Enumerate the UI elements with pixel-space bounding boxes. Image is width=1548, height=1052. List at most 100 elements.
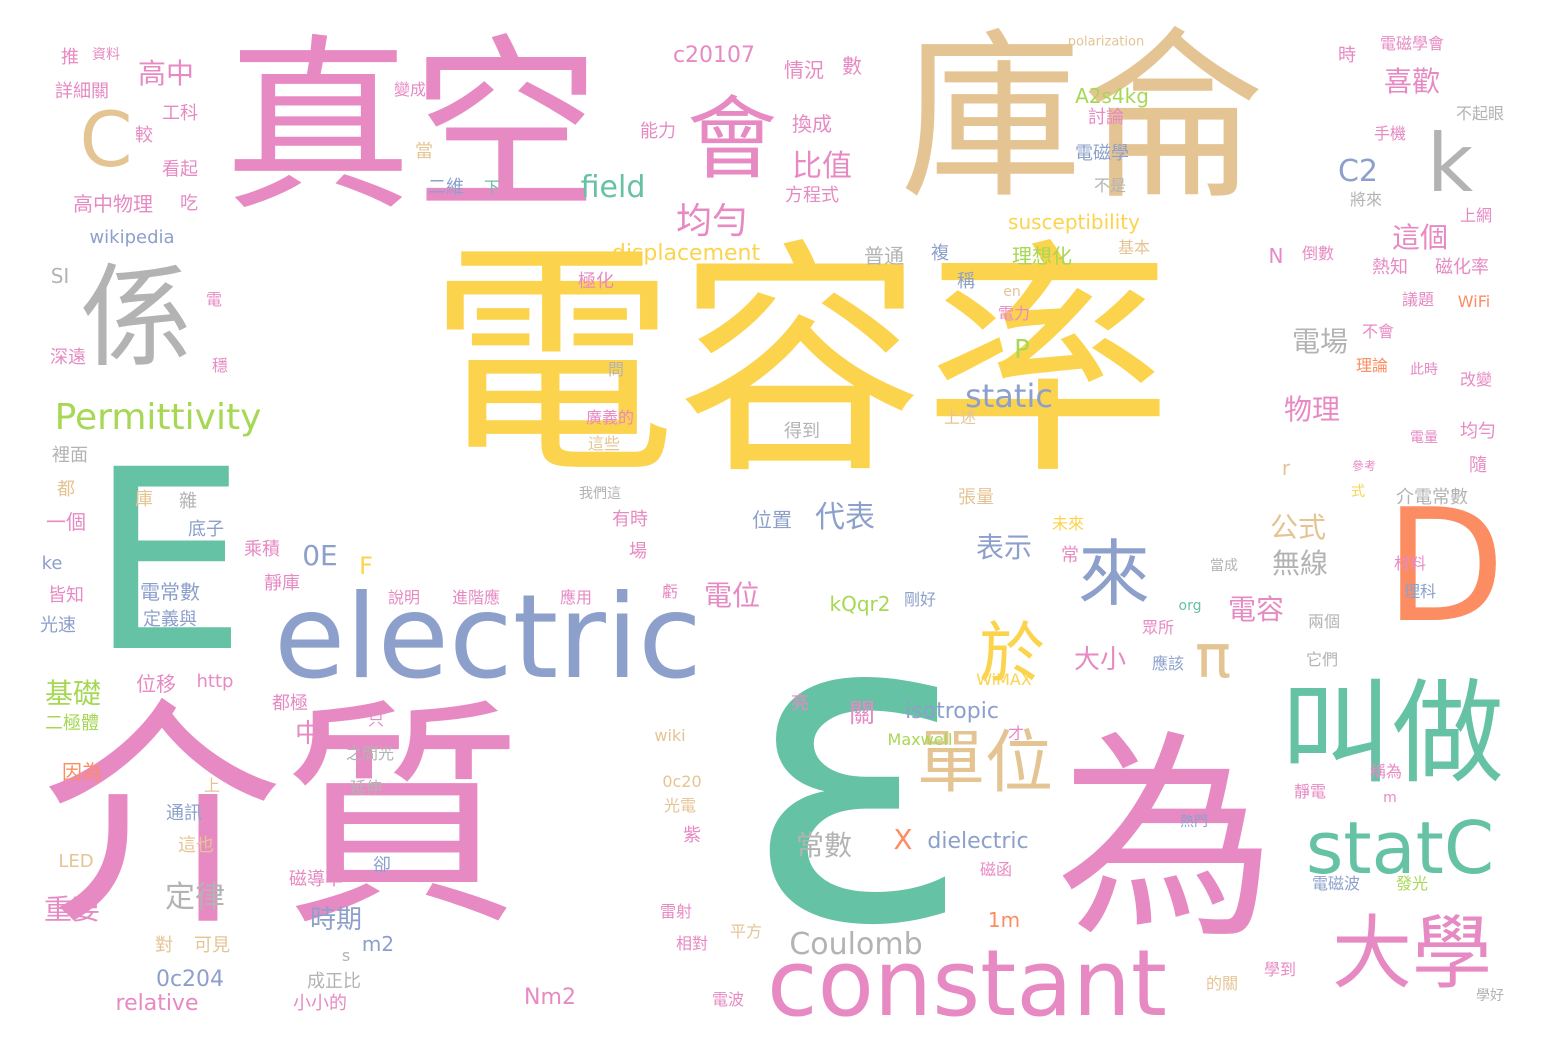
word: 這個	[1391, 221, 1449, 254]
word: 材料	[1393, 554, 1427, 573]
word: 吃	[180, 193, 198, 214]
word: 真空	[224, 18, 600, 237]
word: 來	[1077, 532, 1151, 616]
word: 公式	[1269, 511, 1327, 544]
word: 關	[848, 699, 876, 729]
word: c20107	[672, 43, 756, 68]
word: 剛好	[903, 590, 937, 609]
word: 應該	[1151, 654, 1185, 673]
word: 1m	[987, 908, 1021, 932]
word: electric	[274, 570, 702, 705]
word: 0E	[302, 539, 338, 572]
word: 有時	[612, 509, 648, 530]
word: 才	[1007, 724, 1025, 743]
word: k	[1426, 117, 1474, 210]
word: Coulomb	[789, 927, 923, 962]
word: 相對	[675, 934, 709, 953]
word: 電力	[997, 304, 1031, 323]
word: 都	[57, 479, 75, 500]
word: 底子	[188, 519, 224, 540]
word: 複	[931, 243, 949, 264]
word: 重要	[43, 893, 101, 926]
word: X	[893, 823, 913, 856]
word: 電位	[703, 579, 761, 612]
word: 稱	[957, 271, 975, 292]
word: 都極	[272, 693, 308, 714]
word: 這些	[587, 434, 621, 453]
word: 基礎	[44, 677, 102, 710]
word: 電磁學	[1075, 143, 1129, 164]
word: 物理	[1283, 393, 1341, 426]
word: 雜	[179, 491, 197, 512]
word: 上網	[1459, 206, 1493, 225]
word: 張量	[958, 487, 994, 508]
word: 資料	[92, 47, 120, 63]
word: LED	[58, 851, 94, 872]
word: 熱知	[1372, 257, 1408, 278]
word: 得到	[784, 421, 820, 442]
word: 電磁學會	[1379, 34, 1445, 53]
word: 卻	[373, 855, 391, 876]
word: 將來	[1349, 190, 1383, 209]
word: 大學	[1332, 907, 1492, 1000]
word: wikipedia	[89, 227, 175, 248]
word: F	[359, 552, 373, 580]
word: 代表	[815, 500, 875, 535]
word: 只	[367, 710, 385, 729]
word: 的關	[1205, 974, 1239, 993]
word: 磁化率	[1435, 257, 1489, 278]
word: 當成	[1210, 558, 1238, 574]
word: 說明	[387, 588, 421, 607]
word: 眾所	[1141, 618, 1175, 637]
word: 一個	[46, 510, 86, 534]
word: en	[1003, 284, 1021, 300]
word: 式	[1351, 484, 1365, 500]
word: 0c204	[155, 967, 225, 992]
word: 延伸	[349, 778, 383, 797]
word: relative	[115, 991, 199, 1016]
word: susceptibility	[1008, 210, 1140, 234]
word: 表示	[975, 531, 1033, 564]
word: 因為	[62, 760, 102, 784]
word: 不是	[1093, 176, 1127, 195]
word: P	[1014, 335, 1030, 365]
word: 上	[203, 776, 221, 795]
word: 電容率	[428, 220, 1172, 508]
word: polarization	[1067, 34, 1145, 50]
word: 基本	[1117, 238, 1151, 257]
word: 高中物理	[73, 192, 153, 216]
word: 詳細關	[55, 81, 109, 102]
word: wiki	[654, 726, 686, 745]
word: 進階應	[451, 588, 501, 607]
word: 亮	[791, 693, 809, 714]
word: 電波	[711, 990, 745, 1009]
word: 位移	[136, 672, 176, 696]
word: 場	[629, 541, 647, 562]
word: constant	[767, 930, 1167, 1037]
word: 可見	[194, 935, 230, 956]
word: 二極體	[45, 713, 99, 734]
word: Maxwell	[887, 730, 953, 749]
word: WiMAX	[976, 670, 1032, 689]
word: 單位	[916, 724, 1054, 803]
word: 電量	[1410, 430, 1438, 446]
word: 這也	[178, 835, 214, 856]
word: 此時	[1410, 362, 1438, 378]
word: 極化	[578, 271, 614, 292]
word: 均勻	[1460, 421, 1496, 442]
word: 無線	[1271, 547, 1329, 580]
word: 介電常數	[1396, 487, 1468, 508]
word: 乘積	[244, 539, 280, 560]
word: 光速	[40, 615, 76, 636]
word: 參考	[1351, 459, 1377, 473]
word: 廣義的	[585, 408, 635, 427]
word: 學好	[1476, 988, 1504, 1004]
word: E	[89, 416, 247, 707]
word: C2	[1337, 154, 1379, 189]
word: 電	[205, 290, 223, 309]
word: Permittivity	[54, 397, 262, 438]
word: 於	[979, 615, 1045, 692]
word: 時期	[309, 905, 363, 935]
word: 理科	[1403, 582, 1437, 601]
